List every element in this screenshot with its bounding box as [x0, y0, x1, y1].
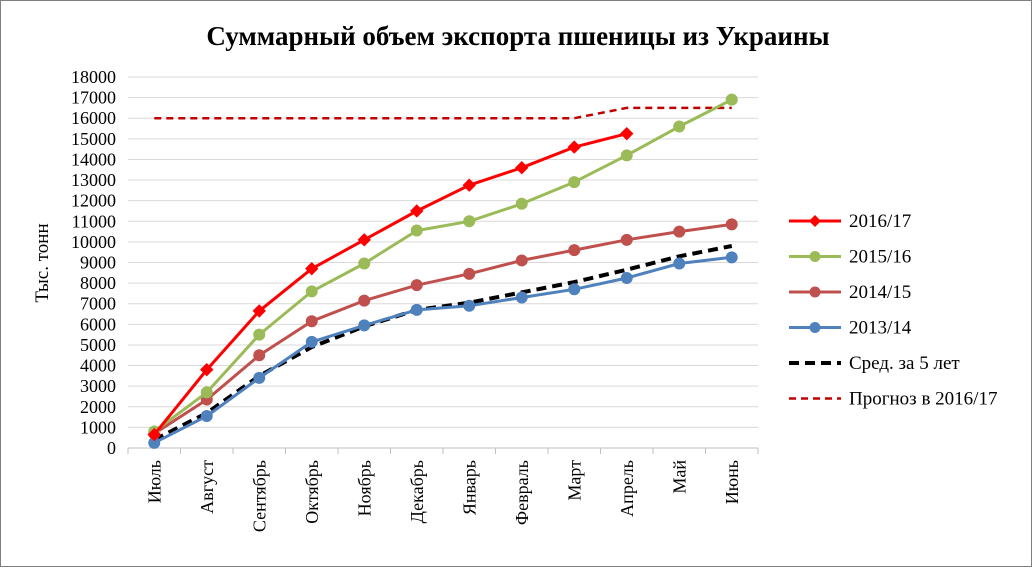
legend-label-1: 2015/16 — [849, 247, 911, 268]
series-point-0 — [357, 233, 371, 247]
x-tick-label: Ноябрь — [354, 460, 374, 516]
series-layer — [147, 93, 738, 449]
series-point-1 — [620, 149, 633, 162]
axis-layer: 0100020003000400050006000700080009000100… — [71, 67, 759, 532]
grid-layer — [128, 76, 758, 428]
series-line-2 — [153, 222, 733, 435]
series-point-1 — [200, 386, 213, 399]
series-point-3 — [620, 271, 633, 284]
series-point-3 — [463, 299, 476, 312]
series-point-0 — [567, 140, 581, 154]
series-line-0 — [153, 132, 628, 436]
y-tick-label: 0 — [107, 438, 116, 458]
legend-marker-1 — [809, 251, 821, 262]
series-line-3 — [153, 255, 732, 445]
y-tick-label: 8000 — [80, 273, 116, 293]
series-point-0 — [147, 427, 161, 442]
series-point-1 — [305, 285, 318, 298]
y-tick-label: 3000 — [80, 376, 116, 396]
series-point-1 — [463, 215, 476, 228]
series-point-1 — [673, 120, 686, 133]
y-tick-label: 4000 — [80, 356, 116, 376]
series-point-0 — [200, 362, 214, 377]
series-point-0 — [252, 304, 266, 318]
y-tick-label: 1000 — [80, 417, 116, 437]
series-point-2 — [358, 294, 371, 307]
series-point-0 — [462, 178, 476, 192]
x-tick-label: Март — [564, 460, 584, 501]
x-tick-label: Август — [197, 460, 217, 514]
series-point-3 — [515, 291, 528, 304]
y-tick-label: 13000 — [71, 170, 116, 190]
x-tick-label: Апрель — [617, 460, 637, 517]
series-point-3 — [200, 410, 213, 423]
series-point-1 — [515, 197, 528, 210]
series-point-0 — [620, 126, 634, 141]
series-point-3 — [410, 303, 423, 316]
series-point-2 — [253, 349, 266, 362]
series-line-5 — [154, 106, 732, 120]
y-tick-label: 9000 — [80, 253, 116, 273]
series-point-2 — [515, 254, 528, 267]
y-tick-label: 10000 — [71, 232, 116, 252]
series-point-0 — [515, 160, 529, 175]
y-tick-label: 15000 — [71, 129, 116, 149]
x-tick-label: Октябрь — [302, 460, 322, 524]
series-point-2 — [305, 315, 318, 328]
y-tick-label: 18000 — [71, 67, 116, 87]
legend-label-5: Прогноз в 2016/17 — [849, 389, 997, 410]
series-point-2 — [725, 218, 738, 231]
y-tick-label: 12000 — [71, 191, 116, 211]
series-point-3 — [725, 251, 738, 264]
y-tick-label: 2000 — [80, 397, 116, 417]
x-tick-label: Декабрь — [407, 460, 427, 523]
legend-label-0: 2016/17 — [849, 211, 911, 232]
series-line-4 — [153, 244, 733, 442]
series-point-3 — [358, 319, 371, 332]
x-tick-label: Февраль — [512, 460, 532, 525]
legend-marker-2 — [809, 286, 821, 298]
series-point-2 — [568, 244, 581, 257]
series-point-3 — [253, 371, 266, 384]
series-point-0 — [410, 204, 424, 218]
legend-marker-3 — [809, 322, 821, 333]
chart-title: Суммарный объем экспорта пшеницы из Укра… — [206, 21, 829, 51]
series-point-1 — [358, 257, 371, 270]
series-point-2 — [463, 267, 476, 280]
legend-label-3: 2013/14 — [849, 318, 912, 339]
y-tick-label: 6000 — [80, 314, 116, 334]
y-tick-label: 17000 — [71, 88, 116, 108]
x-tick-label: Сентябрь — [249, 460, 269, 532]
legend-label-4: Сред. за 5 лет — [849, 353, 960, 374]
y-tick-label: 11000 — [72, 211, 116, 231]
x-tick-label: Январь — [459, 460, 479, 515]
series-point-2 — [410, 279, 423, 292]
series-point-3 — [305, 335, 318, 348]
x-tick-label: Май — [669, 460, 689, 494]
legend-label-2: 2014/15 — [849, 282, 911, 303]
series-line-1 — [153, 98, 733, 433]
legend-marker-0 — [809, 215, 821, 227]
x-tick-label: Июнь — [722, 460, 742, 504]
series-point-0 — [305, 261, 319, 276]
series-point-2 — [620, 233, 633, 246]
series-point-3 — [568, 283, 581, 296]
series-point-1 — [725, 93, 738, 106]
series-point-1 — [253, 328, 266, 341]
series-point-1 — [568, 176, 581, 189]
y-tick-label: 7000 — [80, 294, 116, 314]
y-tick-label: 5000 — [80, 335, 116, 355]
legend: 2016/17 2015/16 2014/15 2013/14 Сред. за 5 л… — [789, 211, 997, 410]
series-point-1 — [410, 224, 423, 237]
x-tick-label: Июль — [144, 460, 164, 503]
y-tick-label: 14000 — [71, 149, 116, 169]
series-point-2 — [673, 225, 686, 238]
series-point-3 — [673, 257, 686, 270]
y-axis-title: Тыс. тонн — [32, 223, 53, 302]
y-tick-label: 16000 — [71, 108, 116, 128]
